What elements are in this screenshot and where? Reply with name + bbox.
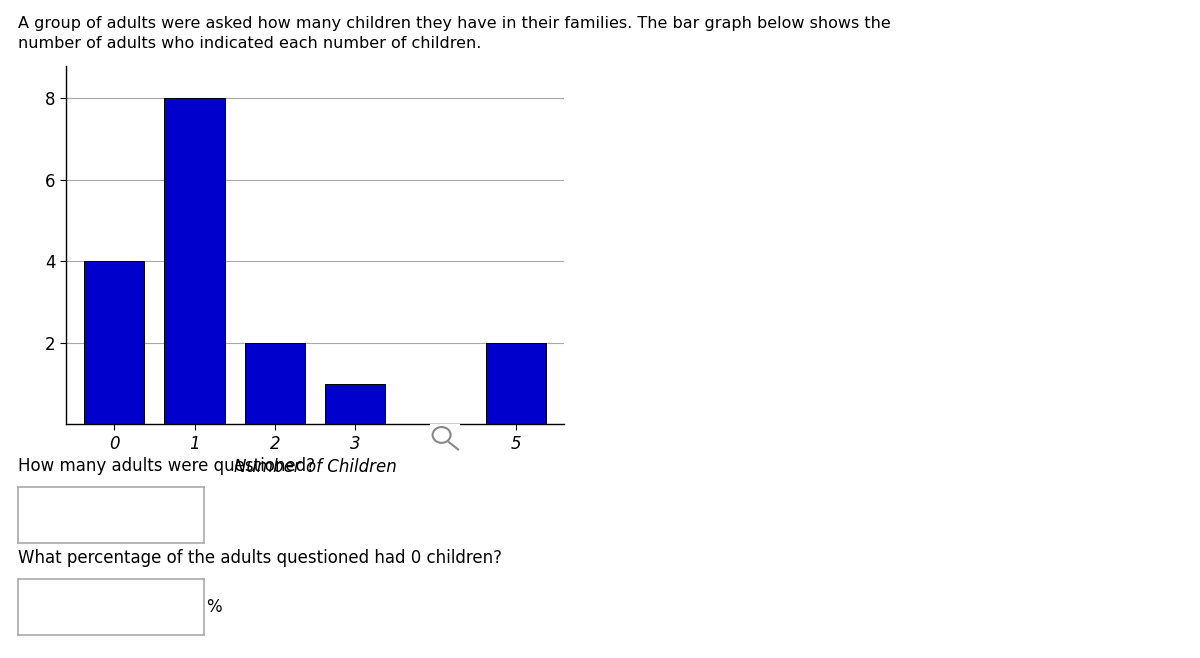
Text: What percentage of the adults questioned had 0 children?: What percentage of the adults questioned… [18, 549, 502, 567]
Bar [84, 261, 144, 424]
Text: How many adults were questioned?: How many adults were questioned? [18, 457, 314, 475]
Text: %: % [206, 598, 222, 617]
Bar [245, 343, 305, 424]
Bar [164, 99, 224, 424]
Text: A group of adults were asked how many children they have in their families. The : A group of adults were asked how many ch… [18, 16, 890, 32]
X-axis label: Number of Children: Number of Children [234, 459, 396, 476]
Bar [486, 343, 546, 424]
Text: number of adults who indicated each number of children.: number of adults who indicated each numb… [18, 36, 481, 51]
Bar [325, 384, 385, 424]
